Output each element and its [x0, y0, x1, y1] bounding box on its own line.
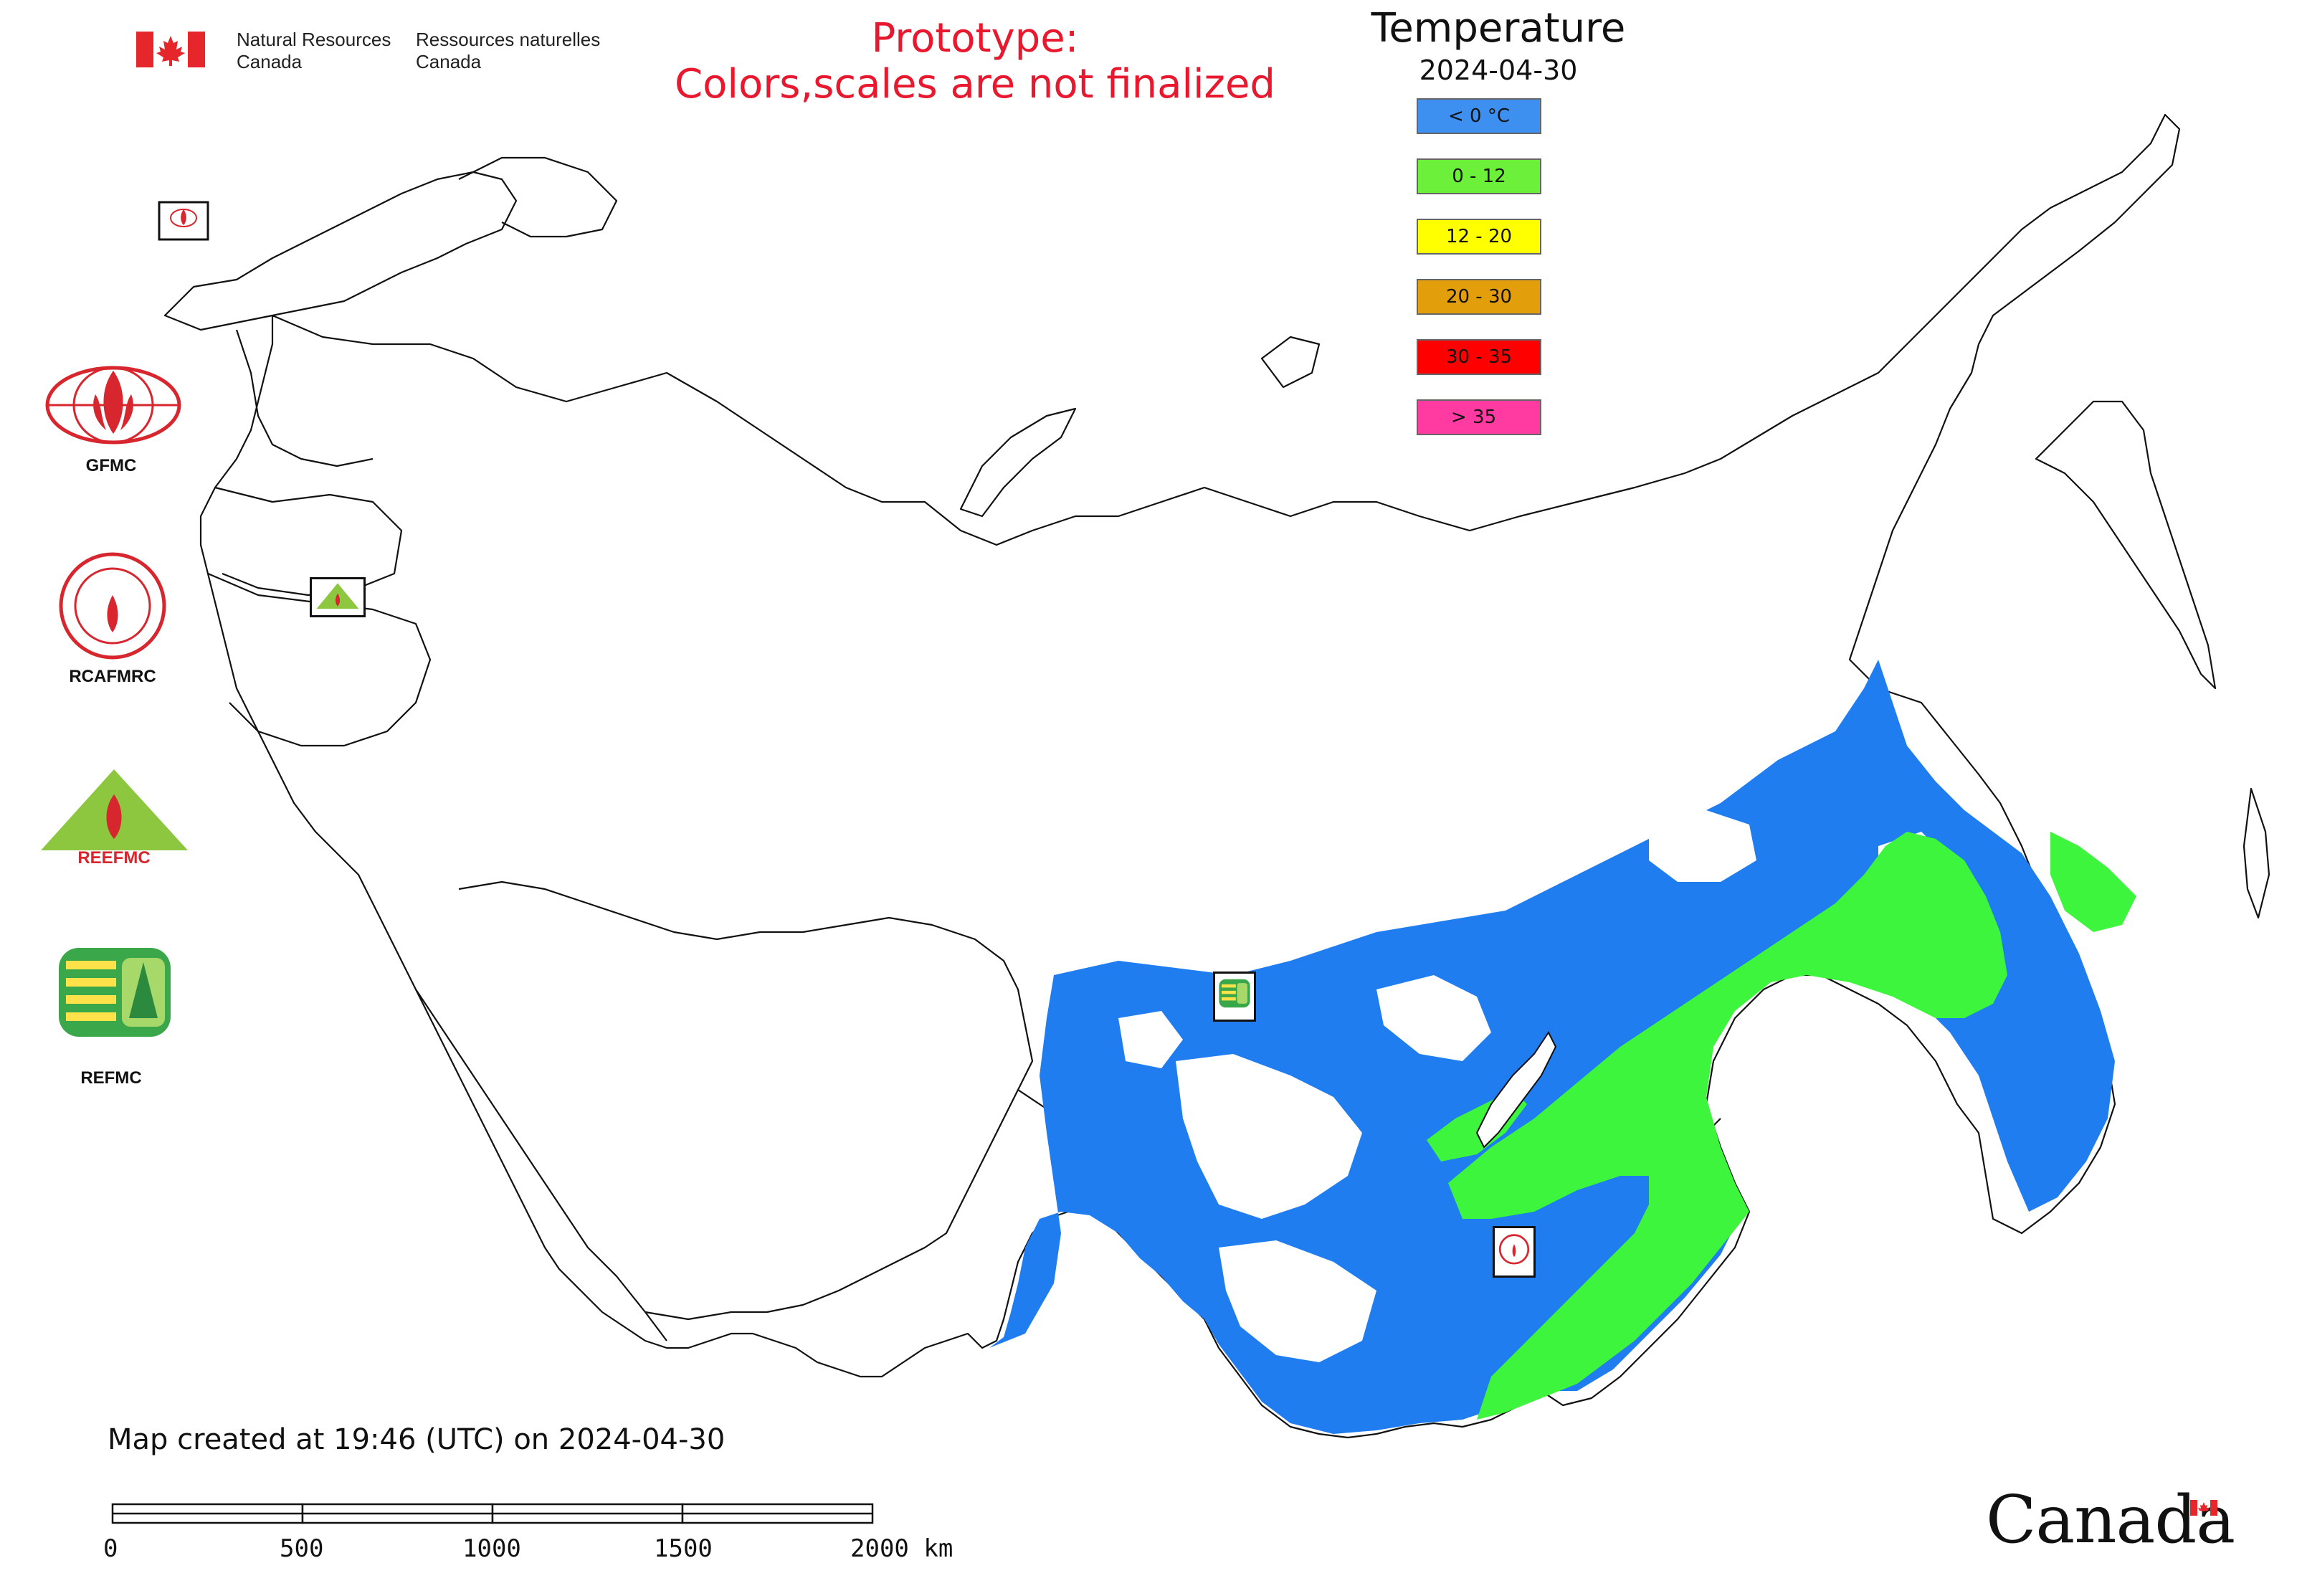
region-zero-to-twelve [1448, 832, 2007, 1420]
outline-ukraine [207, 572, 432, 747]
scale-label-0: 0 [103, 1534, 118, 1563]
rcafmrc-label: RCAFMRC [69, 667, 156, 686]
legend-item-above-35: > 35 [1417, 399, 1541, 435]
canada-flag-icon [136, 32, 205, 67]
scale-label-2000: 2000 km [850, 1534, 953, 1563]
lake-baikal [1475, 1031, 1557, 1149]
outline-russia-main [199, 113, 2181, 1439]
legend-item-12-20: 12 - 20 [1417, 219, 1541, 255]
reefmc-marker [310, 577, 366, 617]
gfmc-logo [45, 366, 181, 445]
no-data-gaps [1118, 810, 1950, 1362]
outline-belarus [214, 486, 403, 597]
outline-sakhalin [2242, 787, 2270, 919]
rcafmrc-marker [1493, 1226, 1536, 1278]
legend: < 0 °C 0 - 12 12 - 20 20 - 30 30 - 35 > … [1417, 98, 1541, 460]
scale-label-500: 500 [280, 1534, 324, 1563]
gfmc-small-logo [158, 201, 209, 241]
scale-label-1000: 1000 [462, 1534, 521, 1563]
rcafmrc-logo [59, 552, 166, 660]
map-created-timestamp: Map created at 19:46 (UTC) on 2024-04-30 [108, 1423, 726, 1456]
legend-date: 2024-04-30 [1419, 54, 1578, 86]
prototype-notice: Prototype: Colors,scales are not finaliz… [675, 15, 1275, 108]
department-name-en: Natural Resources Canada [237, 29, 391, 72]
legend-item-below-zero: < 0 °C [1417, 98, 1541, 134]
department-name-fr: Ressources naturelles Canada [416, 29, 601, 72]
svg-text:REEFMC: REEFMC [77, 848, 150, 866]
outline-severnaya-zemlya [1260, 336, 1321, 389]
scale-label-1500: 1500 [654, 1534, 713, 1563]
canada-wordmark: Canada [1986, 1481, 2235, 1558]
legend-item-30-35: 30 - 35 [1417, 339, 1541, 375]
legend-item-0-12: 0 - 12 [1417, 158, 1541, 194]
gfmc-label: GFMC [85, 456, 137, 475]
outline-baltics [235, 329, 374, 467]
outline-central-asia [415, 989, 667, 1341]
outline-novaya-zemlya [959, 407, 1077, 518]
outline-kamchatka [2035, 400, 2217, 690]
canada-wordmark-flag-icon [2190, 1500, 2217, 1516]
reefmc-logo: REEFMC [41, 769, 188, 866]
outline-kazakhstan [458, 880, 1034, 1321]
refmc-label: REFMC [80, 1068, 142, 1088]
outline-scandinavia [163, 171, 518, 331]
refmc-logo [59, 948, 171, 1037]
outline-kola [458, 156, 618, 238]
refmc-marker [1213, 972, 1256, 1022]
scale-bar [111, 1503, 874, 1524]
legend-title: Temperature [1371, 5, 1626, 52]
region-zero-to-twelve-amur [2050, 832, 2136, 932]
legend-item-20-30: 20 - 30 [1417, 279, 1541, 315]
